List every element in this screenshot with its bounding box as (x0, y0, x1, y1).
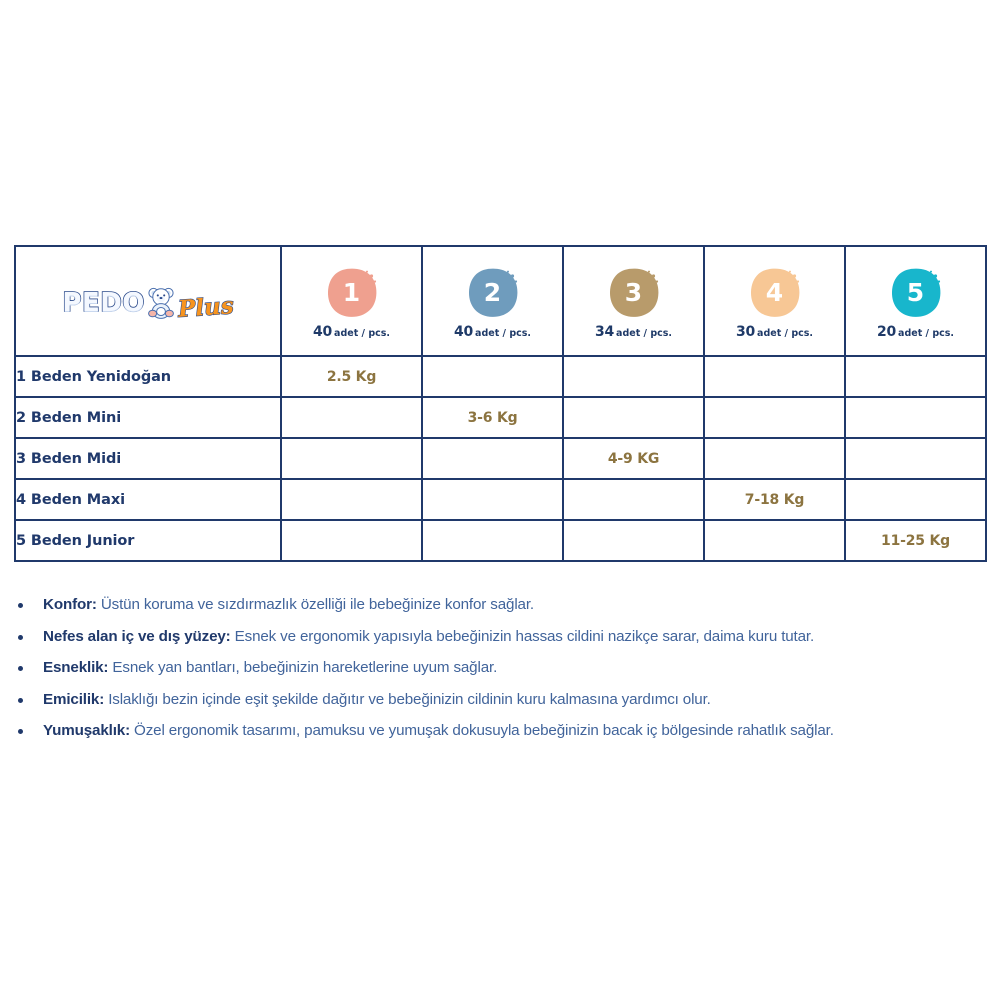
pack-count-3: 34 adet / pcs. (595, 323, 672, 339)
feature-label-3: Esneklik: (43, 659, 109, 677)
size-header-4: 4 30 adet / pcs. (703, 245, 846, 357)
weight-cell-r3c3: 4-9 KG (562, 437, 705, 480)
size-number: 3 (624, 277, 643, 307)
size-badge-4: 4 (749, 267, 801, 319)
pack-count-unit: adet / pcs. (757, 328, 814, 339)
weight-cell-r5c3 (562, 519, 705, 562)
size-number: 4 (765, 277, 784, 307)
brand-logo-cell: PEDO (14, 245, 282, 357)
weight-cell-r1c2 (421, 355, 564, 398)
weight-cell-r5c4 (703, 519, 846, 562)
row-label-3: 3 Beden Midi (14, 437, 282, 480)
feature-label-1: Konfor: (43, 596, 97, 613)
table-header-row: PEDO (14, 245, 987, 357)
row-label-4: 4 Beden Maxi (14, 478, 282, 521)
weight-cell-r5c5: 11-25 Kg (844, 519, 987, 562)
size-badge-5: 5 (890, 267, 942, 319)
brand-name-primary: PEDO (62, 287, 146, 319)
weight-cell-r4c3 (562, 478, 705, 521)
weight-cell-r5c1 (280, 519, 423, 562)
feature-text-4: Islaklığı bezin içinde eşit şekilde dağı… (104, 690, 711, 708)
weight-cell-r2c1 (280, 396, 423, 439)
size-header-5: 5 20 adet / pcs. (844, 245, 987, 357)
pack-count-1: 40 adet / pcs. (313, 323, 390, 339)
diaper-size-table: PEDO (14, 245, 987, 562)
weight-cell-r3c4 (703, 437, 846, 480)
teddy-bear-icon (146, 286, 176, 320)
size-number: 5 (906, 277, 925, 307)
row-label-5: 5 Beden Junior (14, 519, 282, 562)
weight-cell-r4c1 (280, 478, 423, 521)
weight-cell-r2c5 (844, 396, 987, 439)
pack-count-unit: adet / pcs. (334, 328, 391, 339)
brand-name-secondary: Plus (176, 291, 235, 323)
size-badge-2: 2 (467, 267, 519, 319)
pack-count-unit: adet / pcs. (475, 328, 532, 339)
weight-cell-r1c4 (703, 355, 846, 398)
weight-cell-r2c4 (703, 396, 846, 439)
weight-cell-r4c4: 7-18 Kg (703, 478, 846, 521)
feature-text-5: Özel ergonomik tasarımı, pamuksu ve yumu… (129, 722, 834, 740)
weight-cell-r1c1: 2.5 Kg (280, 355, 423, 398)
pack-count-5: 20 adet / pcs. (877, 323, 954, 339)
size-number: 2 (483, 277, 502, 307)
list-item: Yumuşaklık: Özel ergonomik tasarımı, pam… (14, 722, 986, 741)
row-label-2: 2 Beden Mini (14, 396, 282, 439)
feature-text-1: Üstün koruma ve sızdırmazlık özelliği il… (96, 596, 534, 613)
pack-count-number: 40 (312, 324, 333, 340)
list-item: Nefes alan iç ve dış yüzey: Esnek ve erg… (14, 628, 986, 647)
weight-cell-r4c2 (421, 478, 564, 521)
feature-label-4: Emicilik: (43, 690, 105, 708)
table-row: 4 Beden Maxi 7-18 Kg (14, 478, 987, 521)
pack-count-number: 30 (735, 324, 756, 340)
weight-cell-r2c3 (562, 396, 705, 439)
feature-list: Konfor: Üstün koruma ve sızdırmazlık öze… (14, 596, 986, 754)
pack-count-unit: adet / pcs. (616, 328, 673, 339)
feature-label-2: Nefes alan iç ve dış yüzey: (43, 627, 231, 645)
list-item: Esneklik: Esnek yan bantları, bebeğinizi… (14, 659, 986, 678)
row-label-1: 1 Beden Yenidoğan (14, 355, 282, 398)
weight-cell-r1c3 (562, 355, 705, 398)
weight-cell-r4c5 (844, 478, 987, 521)
size-header-3: 3 34 adet / pcs. (562, 245, 705, 357)
weight-cell-r3c5 (844, 437, 987, 480)
weight-cell-r3c2 (421, 437, 564, 480)
pack-count-number: 34 (594, 324, 615, 340)
pack-count-unit: adet / pcs. (898, 328, 955, 339)
pack-count-number: 40 (453, 324, 474, 340)
list-item: Konfor: Üstün koruma ve sızdırmazlık öze… (14, 596, 986, 615)
table-row: 5 Beden Junior 11-25 Kg (14, 519, 987, 562)
size-badge-1: 1 (326, 267, 378, 319)
brand-logo: PEDO (62, 286, 235, 323)
table-row: 1 Beden Yenidoğan 2.5 Kg (14, 355, 987, 398)
weight-cell-r2c2: 3-6 Kg (421, 396, 564, 439)
feature-label-5: Yumuşaklık: (43, 722, 130, 740)
list-item: Emicilik: Islaklığı bezin içinde eşit şe… (14, 691, 986, 710)
size-header-2: 2 40 adet / pcs. (421, 245, 564, 357)
pack-count-4: 30 adet / pcs. (736, 323, 813, 339)
weight-cell-r3c1 (280, 437, 423, 480)
feature-text-2: Esnek ve ergonomik yapısıyla bebeğinizin… (230, 627, 815, 645)
table-row: 2 Beden Mini 3-6 Kg (14, 396, 987, 439)
size-number: 1 (342, 277, 361, 307)
table-row: 3 Beden Midi 4-9 KG (14, 437, 987, 480)
weight-cell-r1c5 (844, 355, 987, 398)
size-badge-3: 3 (608, 267, 660, 319)
pack-count-number: 20 (876, 324, 897, 340)
weight-cell-r5c2 (421, 519, 564, 562)
size-header-1: 1 40 adet / pcs. (280, 245, 423, 357)
pack-count-2: 40 adet / pcs. (454, 323, 531, 339)
feature-text-3: Esnek yan bantları, bebeğinizin hareketl… (108, 659, 498, 677)
